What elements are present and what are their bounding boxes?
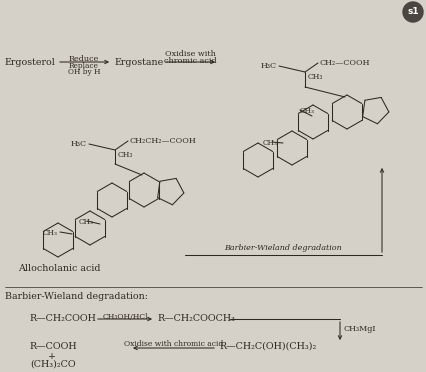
Text: chromic acid: chromic acid: [163, 57, 216, 65]
Text: Reduce: Reduce: [69, 55, 99, 63]
Text: CH₃: CH₃: [118, 151, 133, 159]
Text: CH₃OH/HCl: CH₃OH/HCl: [102, 313, 147, 321]
Text: (CH₃)₂CO: (CH₃)₂CO: [30, 360, 75, 369]
Text: CH₂—COOH: CH₂—COOH: [319, 59, 370, 67]
Text: R—CH₂COOH: R—CH₂COOH: [30, 314, 97, 323]
Circle shape: [402, 2, 422, 22]
Text: CH₃MgI: CH₃MgI: [343, 325, 376, 333]
Text: +: +: [48, 352, 56, 361]
Text: R—COOH: R—COOH: [30, 342, 78, 351]
Text: R—CH₂C(OH)(CH₃)₂: R—CH₂C(OH)(CH₃)₂: [219, 342, 317, 351]
Text: Ergosterol: Ergosterol: [5, 58, 56, 67]
Text: H₃C: H₃C: [71, 140, 87, 148]
Text: Ergostane: Ergostane: [115, 58, 164, 67]
Text: CH₃: CH₃: [307, 73, 322, 81]
Text: Oxidise with chromic acid: Oxidise with chromic acid: [124, 340, 223, 348]
Text: Allocholanic acid: Allocholanic acid: [18, 264, 100, 273]
Text: CH₃: CH₃: [262, 139, 277, 147]
Text: OH by H: OH by H: [68, 68, 100, 76]
Text: CH₃: CH₃: [43, 229, 58, 237]
Text: Oxidise with: Oxidise with: [164, 50, 215, 58]
Text: s1: s1: [406, 7, 418, 16]
Text: Barbier-Wieland degradation:: Barbier-Wieland degradation:: [5, 292, 148, 301]
Text: CH₂CH₂—COOH: CH₂CH₂—COOH: [130, 137, 196, 145]
Text: Barbier-Wieland degradation: Barbier-Wieland degradation: [224, 244, 342, 252]
Text: H₃C: H₃C: [260, 62, 276, 70]
Text: Replace: Replace: [69, 62, 99, 70]
Text: CH₃: CH₃: [79, 218, 94, 226]
Text: CH₃: CH₃: [299, 107, 314, 115]
Text: R—CH₂COOCH₃: R—CH₂COOCH₃: [158, 314, 236, 323]
